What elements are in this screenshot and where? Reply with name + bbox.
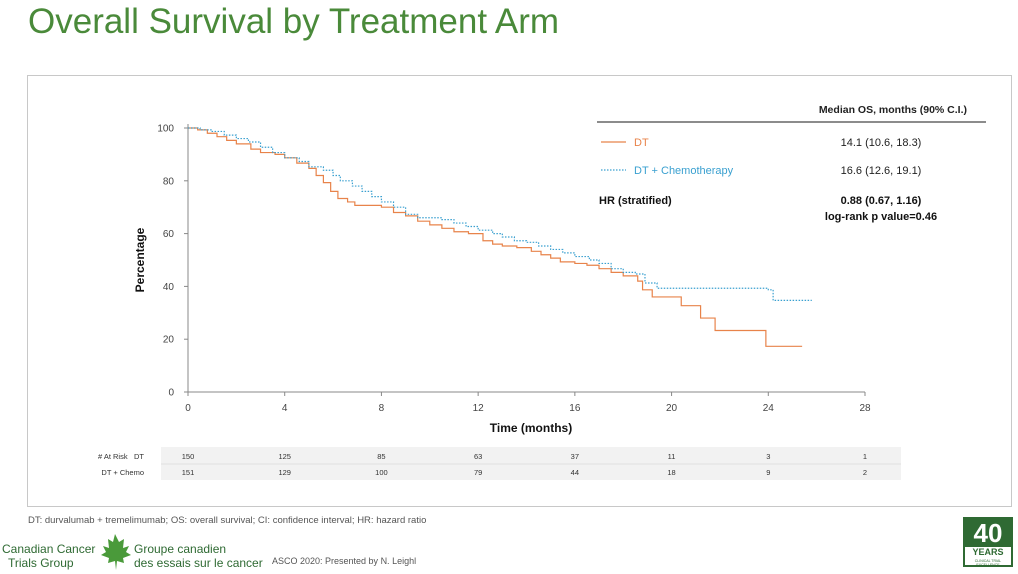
- at-risk-cell: 85: [377, 452, 385, 461]
- y-tick-label: 80: [163, 176, 175, 187]
- x-tick-label: 28: [859, 403, 871, 414]
- at-risk-cell: 1: [863, 452, 867, 461]
- legend-value-1: 16.6 (12.6, 19.1): [841, 165, 922, 177]
- hr-label: HR (stratified): [599, 195, 672, 207]
- x-tick-label: 8: [379, 403, 385, 414]
- x-tick-label: 4: [282, 403, 288, 414]
- y-tick-label: 20: [163, 335, 175, 346]
- y-tick-label: 40: [163, 282, 175, 293]
- at-risk-cell: 125: [278, 452, 291, 461]
- at-risk-row-label: DT: [134, 452, 144, 461]
- km-curve-dt: [188, 127, 803, 347]
- badge-word: YEARS: [972, 547, 1004, 557]
- x-tick-label: 24: [763, 403, 775, 414]
- legend-value-0: 14.1 (10.6, 18.3): [841, 137, 922, 149]
- hr-value: 0.88 (0.67, 1.16): [841, 195, 922, 207]
- at-risk-cell: 79: [474, 468, 482, 477]
- chart-panel: [27, 75, 1012, 507]
- km-curve-dt-chemo: [188, 127, 812, 301]
- footnote: DT: durvalumab + tremelimumab; OS: overa…: [28, 515, 427, 526]
- x-tick-label: 16: [569, 403, 581, 414]
- badge-number: 40: [965, 519, 1011, 547]
- y-tick-label: 100: [157, 124, 174, 135]
- at-risk-row-label: DT + Chemo: [101, 468, 144, 477]
- at-risk-cell: 63: [474, 452, 482, 461]
- logo-text-fr: Groupe canadien des essais sur le cancer: [134, 542, 263, 570]
- presenter-credit: ASCO 2020: Presented by N. Leighl: [272, 556, 417, 566]
- at-risk-cell: 2: [863, 468, 867, 477]
- at-risk-cell: 37: [571, 452, 579, 461]
- anniversary-badge: 40 YEARS CLINICAL TRIAL EXCELLENCE: [963, 517, 1013, 567]
- legend-header: Median OS, months (90% C.I.): [819, 104, 967, 116]
- at-risk-header: # At Risk: [98, 452, 128, 461]
- log-rank-pvalue: log-rank p value=0.46: [825, 211, 937, 223]
- legend-label-1: DT + Chemotherapy: [634, 165, 734, 177]
- x-tick-label: 0: [185, 403, 191, 414]
- at-risk-cell: 3: [766, 452, 770, 461]
- badge-subtitle: CLINICAL TRIAL EXCELLENCE: [974, 559, 1002, 567]
- page-title: Overall Survival by Treatment Arm: [28, 2, 559, 41]
- at-risk-cell: 11: [668, 452, 676, 461]
- at-risk-cell: 44: [571, 468, 579, 477]
- x-axis-label: Time (months): [490, 421, 572, 435]
- y-tick-label: 60: [163, 229, 175, 240]
- at-risk-cell: 100: [375, 468, 388, 477]
- y-tick-label: 0: [168, 388, 174, 399]
- at-risk-cell: 9: [766, 468, 770, 477]
- maple-leaf-logo: [101, 534, 131, 570]
- at-risk-cell: 151: [182, 468, 195, 477]
- at-risk-cell: 129: [278, 468, 291, 477]
- at-risk-cell: 150: [182, 452, 195, 461]
- x-tick-label: 12: [473, 403, 485, 414]
- legend-label-0: DT: [634, 137, 649, 149]
- logo-text-en: Canadian Cancer Trials Group: [2, 542, 96, 570]
- at-risk-cell: 18: [667, 468, 675, 477]
- x-tick-label: 20: [666, 403, 678, 414]
- y-axis-label: Percentage: [133, 227, 147, 292]
